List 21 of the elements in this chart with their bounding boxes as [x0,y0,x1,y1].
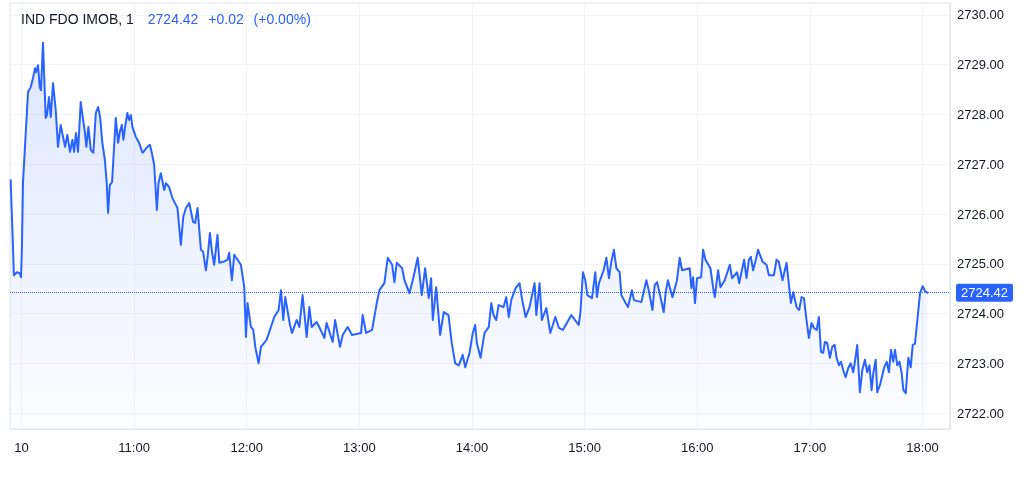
text: IND FDO IMOB, 1 [21,11,134,27]
y-tick-label: 2730.00 [957,7,1004,23]
y-tick-label: 2728.00 [957,106,1004,122]
y-tick-label: 2723.00 [957,355,1004,371]
y-tick-label: 2722.00 [957,405,1004,421]
x-tick-label: 12:00 [230,440,264,455]
y-tick-label: 2726.00 [957,206,1004,222]
x-tick-label: 15:00 [568,440,601,455]
x-tick-label: 17:00 [793,440,827,455]
x-tick-label: 16:00 [680,440,714,455]
x-tick-label: 11:00 [118,440,150,455]
x-tick-label: 18:00 [906,440,939,455]
x-tick-label: 14:00 [455,440,489,455]
x-tick-label: 13:00 [343,440,376,455]
y-tick-label: 2729.00 [957,57,1004,73]
y-tick-label: 2724.00 [957,306,1004,322]
y-tick-label: 2725.00 [957,256,1004,272]
ref-line-label: 2724.42 [961,285,1008,301]
y-tick-label: 2727.00 [957,156,1004,172]
text: 2724.42 +0.02 (+0.00%) [147,11,311,27]
x-tick-label: 10 [14,440,29,455]
